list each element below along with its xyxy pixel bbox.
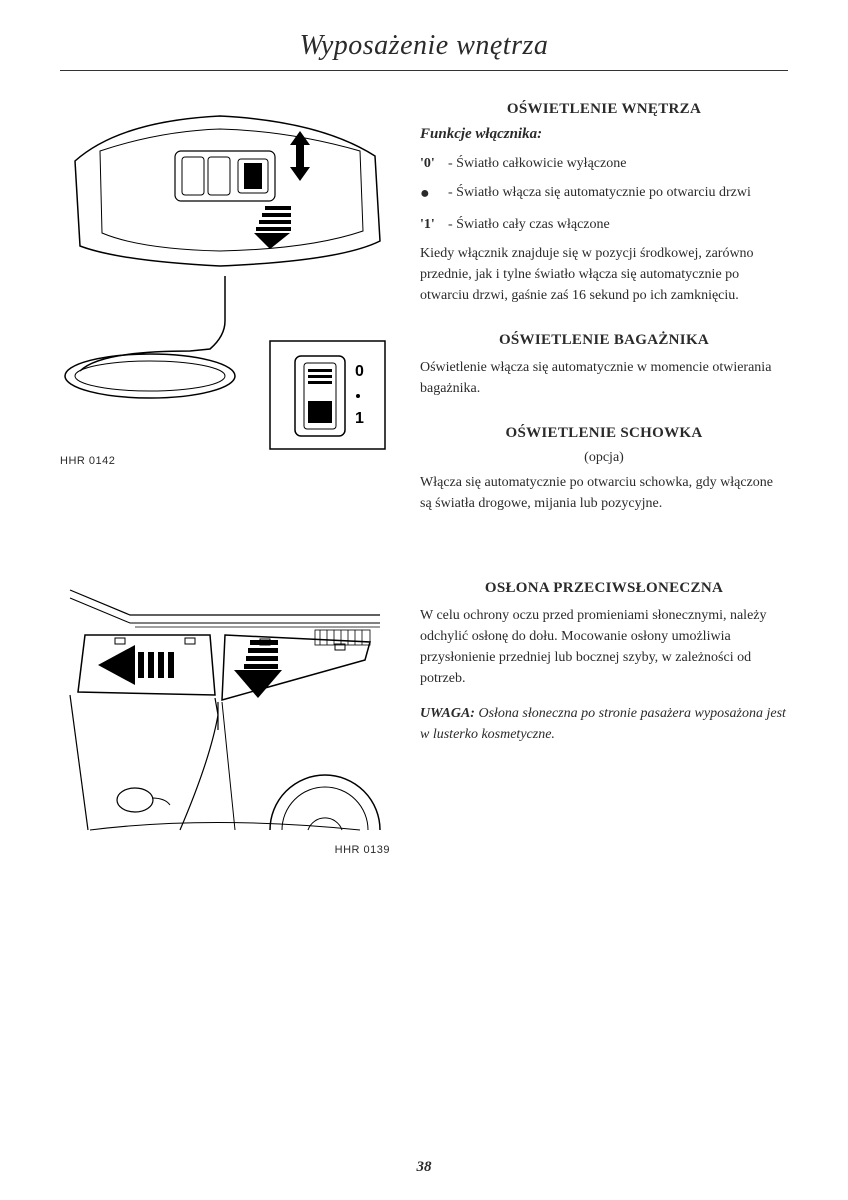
option-1-key: '1' <box>420 214 440 235</box>
switch-label-0: 0 <box>355 363 364 380</box>
figure-2-caption: HHR 0139 <box>60 844 390 856</box>
title-divider <box>60 70 788 71</box>
note-label: UWAGA: <box>420 706 475 721</box>
sun-visor-diagram <box>60 580 390 840</box>
figure-1: 0 1 HHR 0142 <box>60 101 390 467</box>
text-column-2: OSŁONA PRZECIWSŁONECZNA W celu ochrony o… <box>410 580 788 856</box>
section-glovebox-light: OŚWIETLENIE SCHOWKA (opcja) Włącza się a… <box>420 425 788 514</box>
heading-trunk-light: OŚWIETLENIE BAGAŻNIKA <box>420 332 788 349</box>
glovebox-light-body: Włącza się automatycznie po otwarciu sch… <box>420 472 788 514</box>
glovebox-option-label: (opcja) <box>420 450 788 466</box>
subheading-switch-functions: Funkcje włącznika: <box>420 126 788 143</box>
interior-light-diagram: 0 1 <box>60 101 390 451</box>
figure-2: HHR 0139 <box>60 580 390 856</box>
figure-1-container: 0 1 HHR 0142 <box>60 101 390 540</box>
section-trunk-light: OŚWIETLENIE BAGAŻNIKA Oświetlenie włącza… <box>420 332 788 399</box>
option-0-text: - Światło całkowicie wyłączone <box>448 153 626 174</box>
heading-sun-visor: OSŁONA PRZECIWSŁONECZNA <box>420 580 788 597</box>
figure-1-caption: HHR 0142 <box>60 455 390 467</box>
text-column-1: OŚWIETLENIE WNĘTRZA Funkcje włącznika: '… <box>410 101 788 540</box>
page-number: 38 <box>417 1159 432 1176</box>
option-bullet-text: - Światło włącza się automatycznie po ot… <box>448 182 751 206</box>
sun-visor-body: W celu ochrony oczu przed promieniami sł… <box>420 605 788 689</box>
heading-interior-light: OŚWIETLENIE WNĘTRZA <box>420 101 788 118</box>
trunk-light-body: Oświetlenie włącza się automatycznie w m… <box>420 357 788 399</box>
option-0: '0' - Światło całkowicie wyłączone <box>420 153 788 174</box>
option-1-text: - Światło cały czas włączone <box>448 214 610 235</box>
content-row-1: 0 1 HHR 0142 OŚWIETLENIE WNĘTRZA Funkcje… <box>60 101 788 540</box>
switch-label-1: 1 <box>355 410 364 427</box>
heading-glovebox-light: OŚWIETLENIE SCHOWKA <box>420 425 788 442</box>
content-row-2: HHR 0139 OSŁONA PRZECIWSŁONECZNA W celu … <box>60 580 788 856</box>
interior-light-body: Kiedy włącznik znajduje się w pozycji śr… <box>420 243 788 306</box>
note-body: Osłona słoneczna po stronie pasażera wyp… <box>420 706 786 742</box>
section-sun-visor: OSŁONA PRZECIWSŁONECZNA W celu ochrony o… <box>420 580 788 745</box>
section-interior-light: OŚWIETLENIE WNĘTRZA Funkcje włącznika: '… <box>420 101 788 306</box>
page-title: Wyposażenie wnętrza <box>60 30 788 62</box>
option-bullet: ● - Światło włącza się automatycznie po … <box>420 182 788 206</box>
figure-2-container: HHR 0139 <box>60 580 390 856</box>
sun-visor-note: UWAGA: Osłona słoneczna po stronie pasaż… <box>420 703 788 745</box>
option-1: '1' - Światło cały czas włączone <box>420 214 788 235</box>
option-0-key: '0' <box>420 153 440 174</box>
option-bullet-key: ● <box>420 182 440 206</box>
